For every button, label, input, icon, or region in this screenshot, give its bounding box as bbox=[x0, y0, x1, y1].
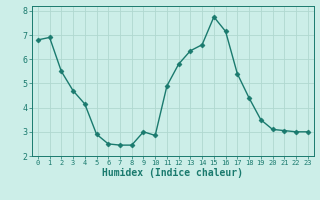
X-axis label: Humidex (Indice chaleur): Humidex (Indice chaleur) bbox=[102, 168, 243, 178]
